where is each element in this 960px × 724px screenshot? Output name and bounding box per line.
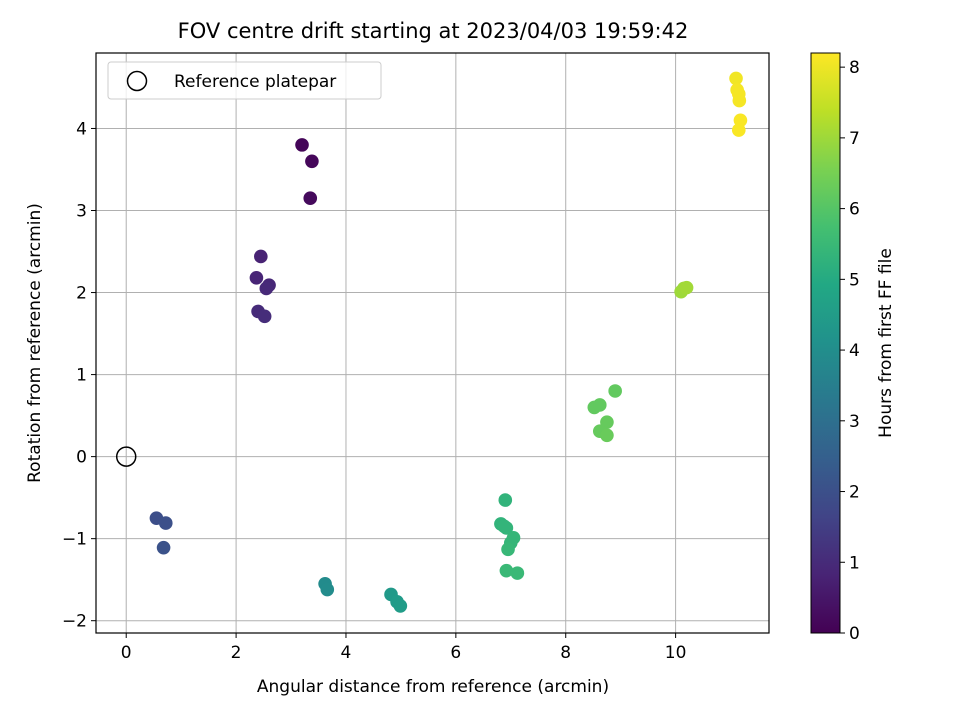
colorbar-tick-label: 7 [849,129,860,149]
y-axis-ticks: −2 −1 0 1 2 3 4 [62,119,96,632]
data-point [510,566,525,580]
colorbar: 0 1 2 3 4 5 6 7 8 Hours from first FF file [810,52,896,644]
reference-point-marker [115,446,137,467]
x-tick-label: 4 [341,643,352,663]
data-point [393,599,408,613]
colorbar-gradient [810,52,841,634]
colorbar-label: Hours from first FF file [876,248,896,438]
colorbar-tick-label: 3 [849,412,860,432]
data-point [305,154,319,169]
data-point [732,93,747,108]
colorbar-tick-label: 2 [849,483,860,503]
data-point [320,582,335,597]
data-point [499,563,514,578]
data-point [295,138,309,152]
x-tick-label: 10 [665,643,687,663]
data-point [498,493,513,507]
data-point [600,428,614,443]
chart-title: FOV centre drift starting at 2023/04/03 … [178,19,689,43]
colorbar-tick-label: 1 [849,553,860,573]
y-tick-label: 0 [76,448,87,468]
colorbar-tick-label: 0 [849,624,860,644]
y-tick-label: 4 [76,119,87,139]
data-point [501,542,515,557]
y-tick-label: −2 [62,612,87,632]
x-tick-label: 2 [231,643,242,663]
data-point [608,384,622,398]
y-tick-label: 1 [76,366,87,386]
legend-label-reference: Reference platepar [174,72,336,92]
x-tick-label: 6 [450,643,461,663]
colorbar-tick-label: 4 [849,341,860,361]
data-point [259,281,274,296]
y-tick-label: 2 [76,284,87,304]
legend-box [107,61,382,100]
data-point [254,249,268,264]
x-axis-label: Angular distance from reference (arcmin) [257,677,609,697]
data-point [158,516,173,530]
grid-lines [96,53,769,633]
x-axis-ticks: 0 2 4 6 8 10 [121,633,687,663]
data-point [303,191,318,206]
colorbar-ticks: 0 1 2 3 4 5 6 7 8 [840,58,860,644]
data-point [499,521,514,535]
y-tick-label: 3 [76,202,87,222]
data-point [249,270,264,285]
axes-frame [95,52,770,634]
colorbar-tick-label: 8 [849,58,860,78]
data-point [156,540,171,555]
colorbar-tick-label: 6 [849,200,860,220]
legend-marker-reference [126,70,148,92]
y-tick-label: −1 [62,530,87,550]
axes-border [95,52,770,634]
y-axis-label: Rotation from reference (arcmin) [25,203,45,483]
x-tick-label: 8 [560,643,571,663]
data-point [731,123,746,137]
x-tick-label: 0 [121,643,132,663]
data-point [257,309,272,324]
data-points [115,71,748,613]
legend: Reference platepar [107,61,382,100]
data-point [679,280,694,295]
data-point [592,398,607,412]
colorbar-tick-label: 5 [849,270,860,290]
data-point [729,71,743,86]
